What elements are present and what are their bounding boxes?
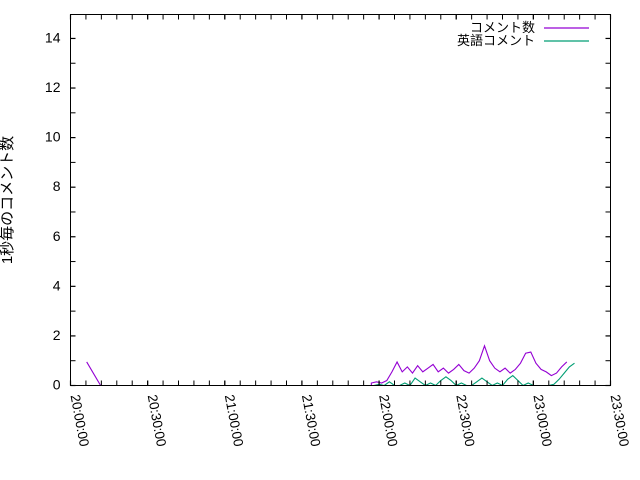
svg-text:4: 4 (53, 277, 61, 293)
svg-text:英語コメント: 英語コメント (457, 33, 535, 48)
svg-text:14: 14 (45, 29, 61, 45)
svg-text:2: 2 (53, 327, 61, 343)
svg-text:1秒毎のコメント数: 1秒毎のコメント数 (0, 136, 16, 264)
svg-text:6: 6 (53, 228, 61, 244)
svg-text:0: 0 (53, 377, 61, 393)
svg-text:10: 10 (45, 129, 61, 145)
svg-text:8: 8 (53, 178, 61, 194)
svg-text:12: 12 (45, 79, 61, 95)
